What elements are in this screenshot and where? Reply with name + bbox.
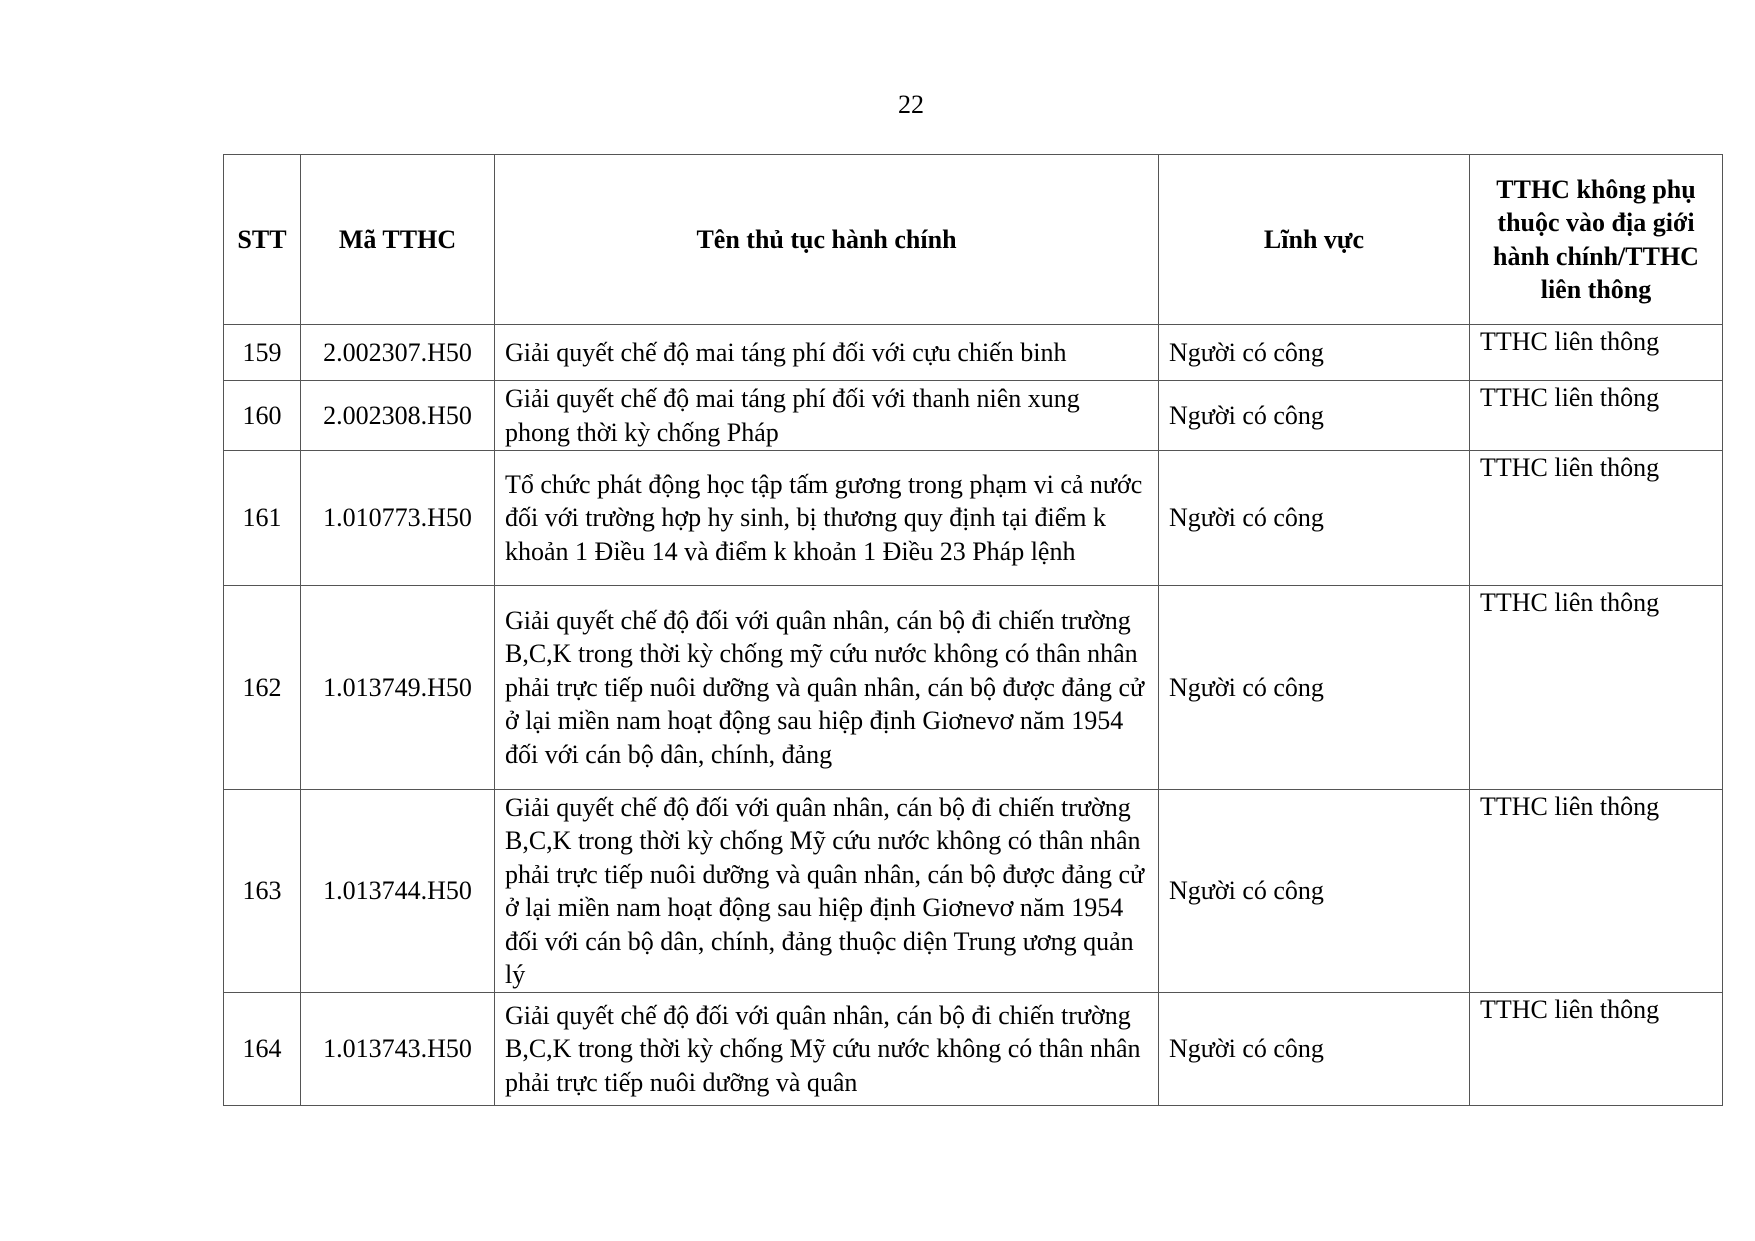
code-cell: 1.010773.H50 xyxy=(300,450,495,586)
field-cell: Người có công xyxy=(1158,324,1470,381)
field-cell: Người có công xyxy=(1158,380,1470,451)
field-cell: Người có công xyxy=(1158,585,1470,790)
stt-cell: 161 xyxy=(223,450,301,586)
header-name: Tên thủ tục hành chính xyxy=(494,154,1159,325)
code-cell: 2.002308.H50 xyxy=(300,380,495,451)
name-cell: Giải quyết chế độ mai táng phí đối với c… xyxy=(494,324,1159,381)
header-type: TTHC không phụ thuộc vào địa giới hành c… xyxy=(1469,154,1723,325)
name-cell: Giải quyết chế độ đối với quân nhân, cán… xyxy=(494,992,1159,1106)
table-row: 162 1.013749.H50 Giải quyết chế độ đối với… xyxy=(223,585,1723,790)
stt-cell: 163 xyxy=(223,789,301,993)
name-cell: Tổ chức phát động học tập tấm gương tron… xyxy=(494,450,1159,586)
table-header-row: STT Mã TTHC Tên thủ tục hành chính Lĩnh … xyxy=(223,154,1723,325)
type-cell: TTHC liên thông xyxy=(1469,450,1723,586)
table-row: 160 2.002308.H50 Giải quyết chế độ mai tán… xyxy=(223,380,1723,451)
header-stt: STT xyxy=(223,154,301,325)
procedures-table: STT Mã TTHC Tên thủ tục hành chính Lĩnh … xyxy=(223,154,1723,1106)
table-row: 159 2.002307.H50 Giải quyết chế độ mai tán… xyxy=(223,324,1723,381)
code-cell: 2.002307.H50 xyxy=(300,324,495,381)
table-row: 161 1.010773.H50 Tổ chức phát động học tập… xyxy=(223,450,1723,586)
type-cell: TTHC liên thông xyxy=(1469,585,1723,790)
stt-cell: 162 xyxy=(223,585,301,790)
type-cell: TTHC liên thông xyxy=(1469,324,1723,381)
table-row: 164 1.013743.H50 Giải quyết chế độ đối với… xyxy=(223,992,1723,1106)
stt-cell: 160 xyxy=(223,380,301,451)
header-field: Lĩnh vực xyxy=(1158,154,1470,325)
code-cell: 1.013743.H50 xyxy=(300,992,495,1106)
field-cell: Người có công xyxy=(1158,789,1470,993)
field-cell: Người có công xyxy=(1158,450,1470,586)
type-cell: TTHC liên thông xyxy=(1469,992,1723,1106)
code-cell: 1.013744.H50 xyxy=(300,789,495,993)
code-cell: 1.013749.H50 xyxy=(300,585,495,790)
type-cell: TTHC liên thông xyxy=(1469,380,1723,451)
table-row: 163 1.013744.H50 Giải quyết chế độ đối với… xyxy=(223,789,1723,993)
page-number: 22 xyxy=(898,90,924,119)
stt-cell: 159 xyxy=(223,324,301,381)
header-code: Mã TTHC xyxy=(300,154,495,325)
name-cell: Giải quyết chế độ đối với quân nhân, cán… xyxy=(494,789,1159,993)
field-cell: Người có công xyxy=(1158,992,1470,1106)
name-cell: Giải quyết chế độ mai táng phí đối với t… xyxy=(494,380,1159,451)
name-cell: Giải quyết chế độ đối với quân nhân, cán… xyxy=(494,585,1159,790)
stt-cell: 164 xyxy=(223,992,301,1106)
type-cell: TTHC liên thông xyxy=(1469,789,1723,993)
